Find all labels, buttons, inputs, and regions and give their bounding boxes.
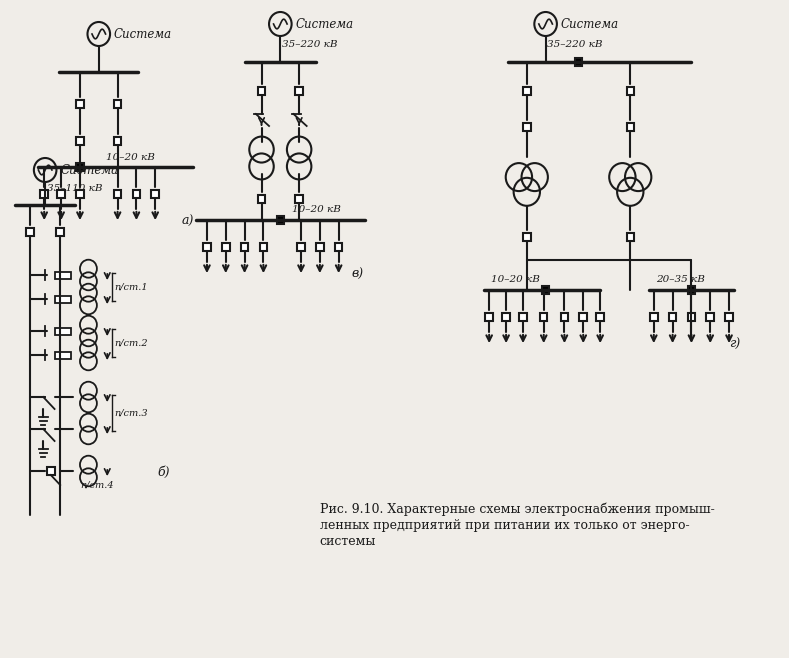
Bar: [297, 243, 305, 251]
Bar: [688, 286, 695, 294]
Text: Система: Система: [295, 18, 353, 30]
Bar: [485, 313, 493, 321]
Bar: [335, 243, 342, 251]
Bar: [54, 295, 72, 303]
Bar: [316, 243, 323, 251]
Text: Система: Система: [561, 18, 619, 30]
Text: п/ст.2: п/ст.2: [114, 338, 148, 347]
Bar: [77, 163, 84, 171]
Text: 10–20 кВ: 10–20 кВ: [292, 205, 341, 214]
Bar: [77, 100, 84, 108]
Text: 10–20 кВ: 10–20 кВ: [491, 275, 540, 284]
Text: Рис. 9.10. Характерные схемы электроснабжения промыш-: Рис. 9.10. Характерные схемы электроснаб…: [320, 503, 715, 517]
Text: ленных предприятий при питании их только от энерго-: ленных предприятий при питании их только…: [320, 519, 690, 532]
Bar: [295, 87, 303, 95]
Bar: [295, 195, 303, 203]
Text: Система: Система: [60, 163, 118, 176]
Text: в): в): [352, 268, 364, 281]
Bar: [47, 467, 54, 475]
Bar: [241, 243, 249, 251]
Bar: [626, 233, 634, 241]
Bar: [58, 190, 65, 198]
Bar: [596, 313, 604, 321]
Text: системы: системы: [320, 535, 376, 548]
Text: 35–220 кВ: 35–220 кВ: [548, 40, 603, 49]
Bar: [503, 313, 510, 321]
Text: Система: Система: [114, 28, 172, 41]
Bar: [260, 243, 267, 251]
Bar: [114, 190, 122, 198]
Text: п/ст.1: п/ст.1: [114, 282, 148, 291]
Bar: [574, 58, 582, 66]
Bar: [40, 190, 48, 198]
Bar: [523, 123, 530, 131]
Bar: [725, 313, 733, 321]
Bar: [258, 87, 265, 95]
Bar: [650, 313, 657, 321]
Bar: [561, 313, 568, 321]
Bar: [519, 313, 527, 321]
Bar: [277, 216, 284, 224]
Text: 20–35 кВ: 20–35 кВ: [656, 275, 705, 284]
Bar: [114, 137, 122, 145]
Bar: [54, 351, 72, 359]
Bar: [54, 328, 72, 334]
Bar: [133, 190, 140, 198]
Text: а): а): [181, 215, 194, 228]
Text: п/ст.4: п/ст.4: [80, 480, 114, 490]
Text: п/ст.3: п/ст.3: [114, 409, 148, 417]
Text: г): г): [729, 338, 740, 351]
Bar: [542, 286, 549, 294]
Text: б): б): [157, 466, 170, 479]
Bar: [54, 272, 72, 278]
Bar: [151, 190, 159, 198]
Bar: [204, 243, 211, 251]
Bar: [258, 195, 265, 203]
Text: 35–110 кВ: 35–110 кВ: [47, 184, 103, 193]
Bar: [688, 313, 695, 321]
Bar: [626, 123, 634, 131]
Bar: [57, 228, 64, 236]
Bar: [77, 190, 84, 198]
Bar: [579, 313, 587, 321]
Bar: [706, 313, 714, 321]
Bar: [540, 313, 548, 321]
Bar: [77, 137, 84, 145]
Bar: [114, 100, 122, 108]
Bar: [669, 313, 676, 321]
Bar: [626, 87, 634, 95]
Text: 10–20 кВ: 10–20 кВ: [107, 153, 155, 162]
Bar: [523, 233, 530, 241]
Bar: [523, 87, 530, 95]
Bar: [222, 243, 230, 251]
Bar: [26, 228, 34, 236]
Text: 35–220 кВ: 35–220 кВ: [282, 40, 338, 49]
